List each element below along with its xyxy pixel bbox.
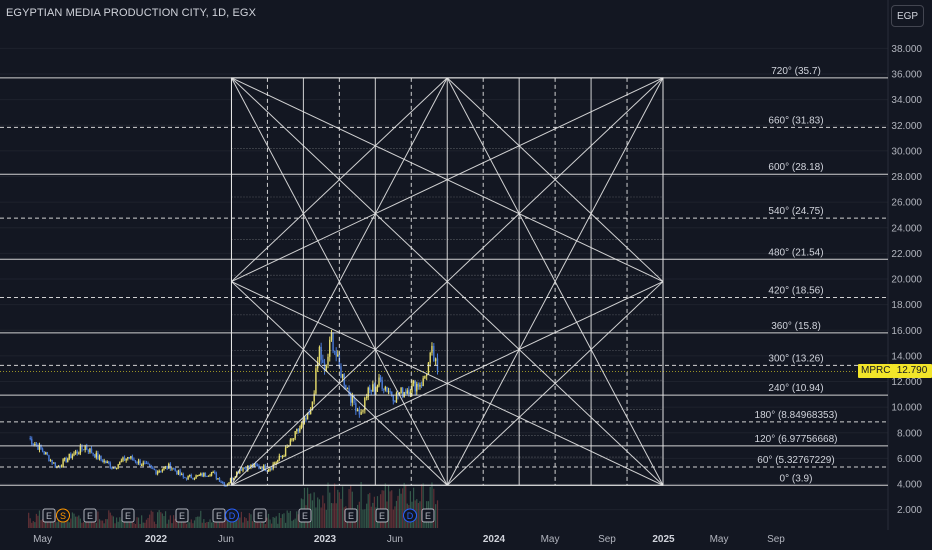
price-tick-label: 16.000 (891, 326, 922, 337)
price-tick-label: 20.000 (891, 275, 922, 286)
gann-level-label: 720° (35.7) (771, 66, 821, 77)
event-badge-letter: E (348, 511, 354, 521)
time-tick-label: 2025 (652, 534, 675, 545)
event-badge-letter: E (125, 511, 131, 521)
time-tick-label: May (541, 534, 560, 545)
price-tick-label: 2.000 (897, 505, 922, 516)
earnings-badge (344, 508, 358, 523)
time-tick-label: 2022 (145, 534, 168, 545)
gann-level-label: 60° (5.32767229) (757, 455, 834, 466)
price-tick-label: 26.000 (891, 198, 922, 209)
gann-angle-line (231, 281, 448, 486)
price-tick-label: 32.000 (891, 121, 922, 132)
gann-angle-line (231, 77, 664, 486)
gann-level-label: 480° (21.54) (768, 247, 823, 258)
time-tick-label: May (710, 534, 729, 545)
earnings-badge (253, 508, 267, 523)
event-badge-letter: E (379, 511, 385, 521)
price-tick-label: 30.000 (891, 146, 922, 157)
earnings-badge (298, 508, 312, 523)
earnings-badge (42, 508, 56, 523)
last-price-symbol-tag: MPRC (858, 364, 894, 378)
time-axis[interactable]: May 2022 Jun 2023 Jun 2024 May Sep 2025 May Sep (33, 534, 785, 545)
gann-level-label: 420° (18.56) (768, 285, 823, 296)
gann-level-label: 180° (8.84968353) (755, 410, 838, 421)
gann-angle-line (446, 77, 664, 486)
price-axis[interactable]: 38.000 36.000 34.000 32.000 30.000 28.000 26.0… (891, 44, 922, 516)
gann-angle-line (446, 77, 664, 282)
gann-angle-line (231, 77, 448, 282)
price-tick-label: 28.000 (891, 172, 922, 183)
time-tick-label: Jun (387, 534, 403, 545)
event-badge-letter: E (302, 511, 308, 521)
time-tick-label: May (33, 534, 52, 545)
price-tick-label: 14.000 (891, 351, 922, 362)
gann-level-label: 540° (24.75) (768, 206, 823, 217)
gann-level-label: 240° (10.94) (768, 383, 823, 394)
event-badge-letter: D (407, 511, 414, 521)
time-tick-label: Jun (218, 534, 234, 545)
price-tick-label: 36.000 (891, 70, 922, 81)
gann-level-labels: 720° (35.7) 660° (31.83) 600° (28.18) 540° … (755, 66, 838, 484)
time-tick-label: Sep (598, 534, 616, 545)
event-badge-letter: E (216, 511, 222, 521)
gann-level-label: 600° (28.18) (768, 162, 823, 173)
earnings-badge (375, 508, 389, 523)
event-badge-letter: E (179, 511, 185, 521)
split-badge (56, 508, 70, 523)
event-badge-letter: E (257, 511, 263, 521)
event-badge-letter: E (87, 511, 93, 521)
event-badge-letter: D (229, 511, 236, 521)
earnings-badge (121, 508, 135, 523)
gann-level-label: 0° (3.9) (780, 473, 813, 484)
earnings-badge (421, 508, 435, 523)
gann-angle-line (231, 77, 664, 283)
currency-button[interactable]: EGP (891, 5, 924, 27)
time-tick-label: 2023 (314, 534, 337, 545)
earnings-badge (175, 508, 189, 523)
gann-level-label: 300° (13.26) (768, 353, 823, 364)
gann-angle-line (231, 281, 664, 486)
gann-angle-line (231, 77, 448, 486)
price-tick-label: 4.000 (897, 480, 922, 491)
price-tick-label: 24.000 (891, 223, 922, 234)
chart-title: EGYPTIAN MEDIA PRODUCTION CITY, 1D, EGX (6, 7, 257, 19)
earnings-badge (83, 508, 97, 523)
gann-level-label: 360° (15.8) (771, 321, 821, 332)
price-tick-label: 38.000 (891, 44, 922, 55)
price-tick-label: 12.000 (891, 377, 922, 388)
time-tick-label: Sep (767, 534, 785, 545)
price-tick-label: 6.000 (897, 454, 922, 465)
gann-angle-line (446, 281, 664, 486)
price-tick-label: 22.000 (891, 249, 922, 260)
event-badge-letter: E (46, 511, 52, 521)
price-tick-label: 10.000 (891, 403, 922, 414)
price-tick-label: 34.000 (891, 95, 922, 106)
price-tick-label: 18.000 (891, 300, 922, 311)
dividend-badge (403, 508, 417, 523)
gann-square[interactable] (0, 77, 888, 486)
gann-level-label: 120° (6.97756668) (755, 434, 838, 445)
event-badge-letter: S (60, 511, 66, 521)
time-tick-label: 2024 (483, 534, 506, 545)
event-badge-letter: E (425, 511, 431, 521)
price-tick-label: 8.000 (897, 428, 922, 439)
dividend-badge (225, 508, 239, 523)
gann-level-label: 660° (31.83) (768, 115, 823, 126)
last-price-tag: 12.790 (892, 364, 932, 378)
